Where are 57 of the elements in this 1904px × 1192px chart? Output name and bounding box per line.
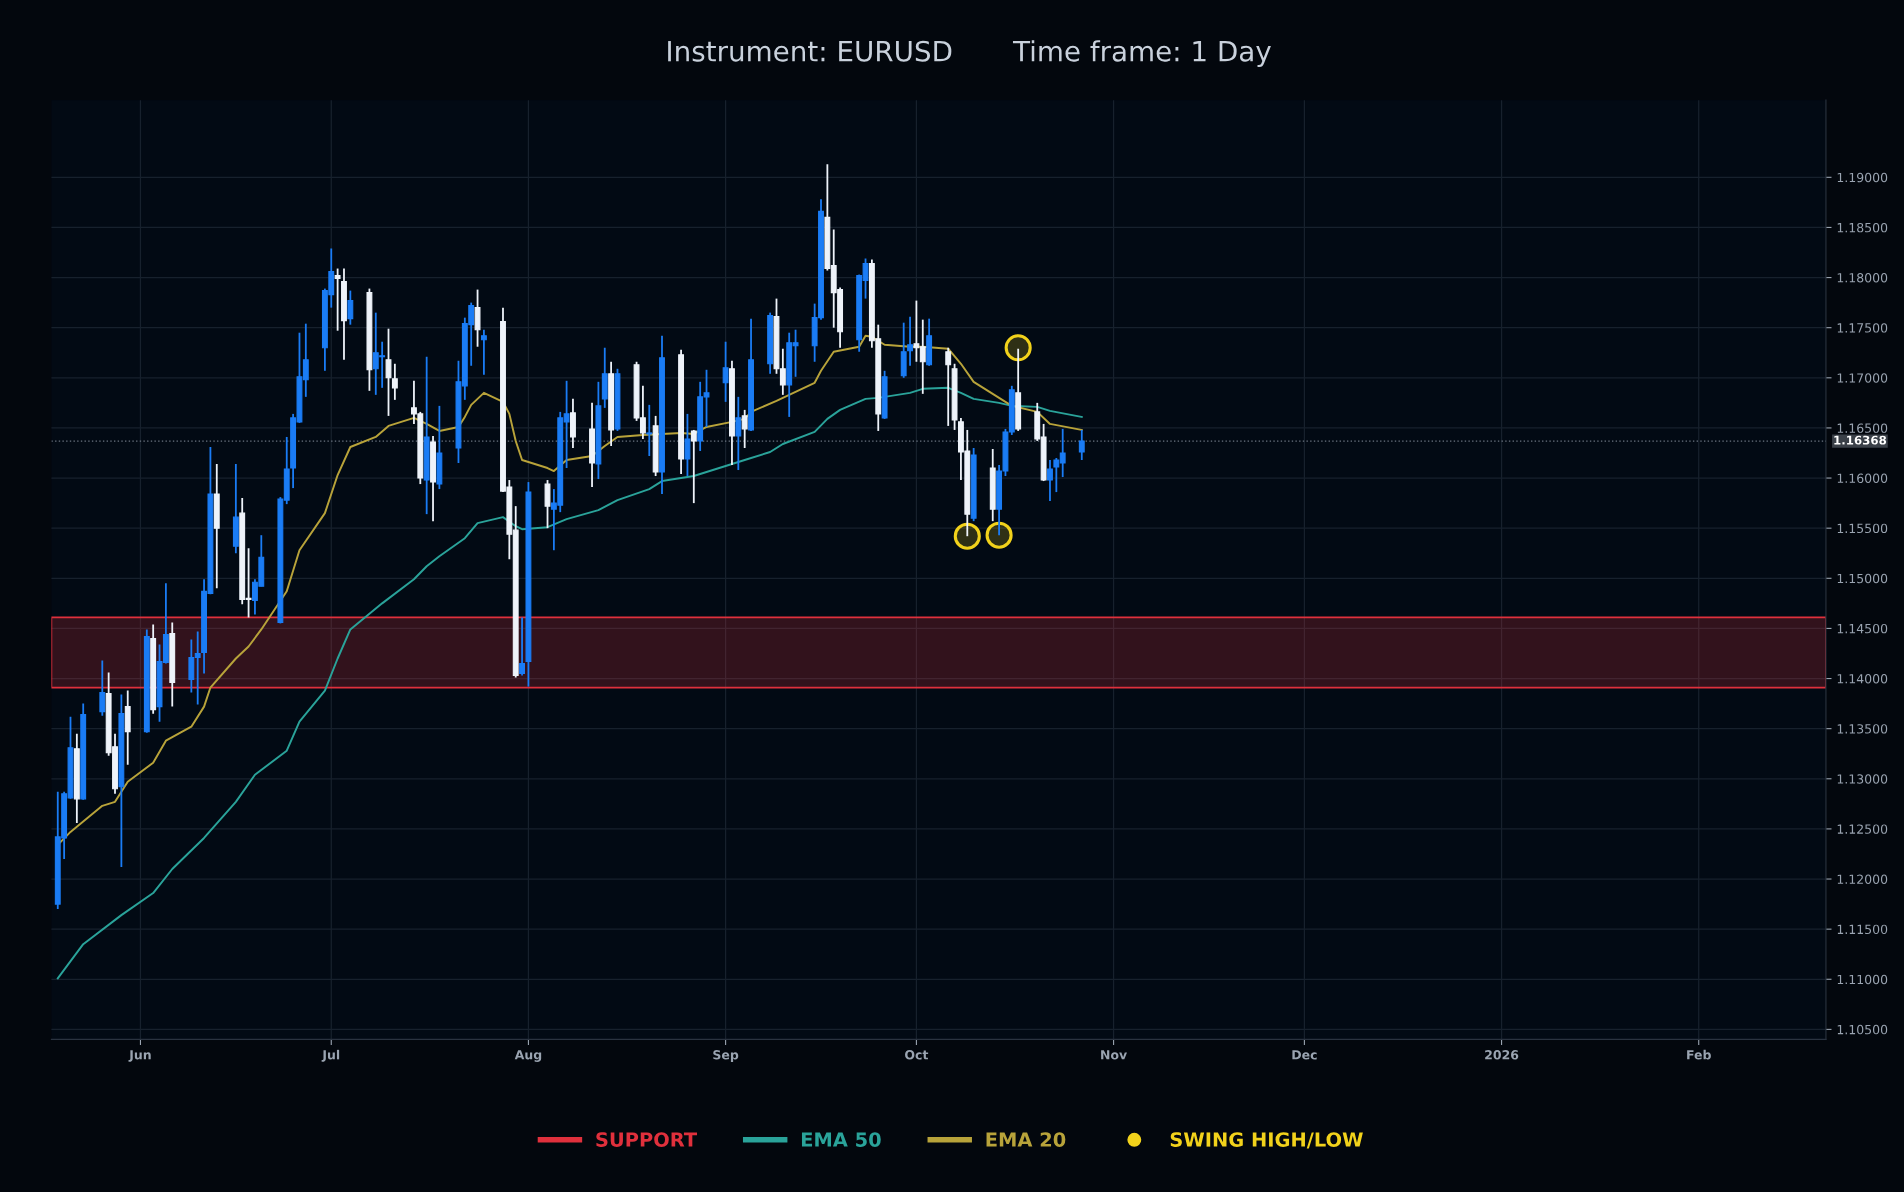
candlestick bbox=[519, 616, 526, 677]
y-tick-label: 1.16500 bbox=[1837, 423, 1888, 433]
point bbox=[953, 522, 981, 550]
point bbox=[985, 521, 1013, 549]
candlestick bbox=[1078, 429, 1085, 461]
x-tick-label: Aug bbox=[514, 1050, 542, 1062]
x-tick-label: Jul bbox=[321, 1049, 340, 1062]
candlestick bbox=[99, 659, 106, 717]
x-tick-label: 2026 bbox=[1485, 1050, 1519, 1060]
candlestick bbox=[945, 346, 952, 427]
y-tick-label: 1.11500 bbox=[1837, 924, 1888, 935]
candlestick bbox=[907, 315, 913, 367]
candlestick bbox=[741, 408, 748, 449]
candlestick bbox=[391, 362, 398, 401]
candlestick bbox=[1047, 459, 1053, 503]
y-tick-label: 1.17500 bbox=[1837, 323, 1888, 333]
y-tick-label: 1.13500 bbox=[1837, 724, 1888, 734]
candlestick bbox=[690, 429, 697, 505]
chart-title: Instrument: EURUSD bbox=[668, 40, 952, 62]
y-tick-label: 1.18000 bbox=[1837, 273, 1888, 283]
point bbox=[1004, 334, 1032, 362]
y-tick-label: 1.10500 bbox=[1837, 1024, 1888, 1035]
y-tick-label: 1.18500 bbox=[1837, 222, 1888, 233]
legend-label: SUPPORT bbox=[596, 1132, 698, 1147]
line-series bbox=[56, 386, 1083, 980]
x-tick-label: Oct bbox=[905, 1050, 929, 1060]
y-tick-label: 1.14500 bbox=[1837, 623, 1888, 634]
y-tick-label: 1.19000 bbox=[1837, 172, 1888, 183]
x-tick-label: Feb bbox=[1687, 1049, 1711, 1060]
y-tick-label: 1.15500 bbox=[1837, 523, 1888, 534]
candlestick bbox=[722, 340, 729, 403]
candlestick bbox=[347, 289, 354, 326]
candlestick bbox=[646, 403, 653, 457]
y-tick-label: 1.12500 bbox=[1837, 824, 1888, 834]
x-tick-label: Dec bbox=[1292, 1050, 1317, 1060]
ref-line-label: 1.16368 bbox=[1834, 435, 1887, 445]
y-tick-label: 1.12000 bbox=[1837, 874, 1888, 884]
candlestick bbox=[474, 288, 481, 348]
candlestick bbox=[385, 327, 392, 417]
x-tick-label: Jun bbox=[128, 1050, 151, 1062]
candlestick bbox=[544, 479, 551, 530]
x-tick-label: Sep bbox=[713, 1050, 739, 1062]
candlestick bbox=[684, 412, 691, 477]
y-tick-label: 1.14000 bbox=[1837, 674, 1888, 684]
candlestick bbox=[334, 267, 341, 332]
y-tick-label: 1.17000 bbox=[1837, 373, 1888, 383]
legend-label: EMA 50 bbox=[801, 1132, 881, 1147]
candlestick bbox=[480, 328, 487, 376]
y-tick-label: 1.16000 bbox=[1837, 473, 1888, 483]
candlestick bbox=[735, 395, 742, 471]
legend-label: EMA 20 bbox=[986, 1132, 1066, 1147]
y-tick-label: 1.11000 bbox=[1837, 974, 1888, 985]
y-tick-label: 1.15000 bbox=[1837, 573, 1888, 584]
y-tick-label: 1.13000 bbox=[1837, 774, 1888, 784]
x-tick-label: Nov bbox=[1101, 1050, 1127, 1060]
legend-label: SWING HIGH/LOW bbox=[1170, 1132, 1363, 1149]
chart-subtitle: Time frame: 1 Day bbox=[1012, 40, 1271, 68]
